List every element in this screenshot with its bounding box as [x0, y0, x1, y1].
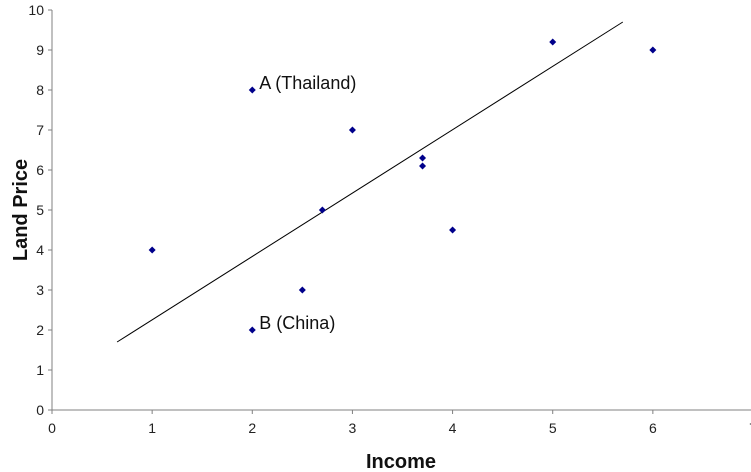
x-axis-title: Income — [366, 451, 436, 472]
data-point — [419, 154, 427, 162]
data-point — [348, 126, 356, 134]
x-tick-label: 7 — [749, 420, 751, 436]
y-tick-label: 4 — [36, 242, 44, 258]
data-point — [419, 162, 427, 170]
data-points — [148, 38, 657, 334]
y-tick-label: 7 — [36, 122, 44, 138]
annotation-label: A (Thailand) — [259, 73, 356, 93]
data-point — [248, 86, 256, 94]
data-point — [318, 206, 326, 214]
y-tick-label: 5 — [36, 202, 44, 218]
x-tick-label: 1 — [148, 420, 156, 436]
y-tick-label: 10 — [28, 2, 44, 18]
y-axis-ticks: 0 1 2 3 4 5 6 7 8 9 10 — [28, 2, 52, 418]
y-tick-label: 1 — [36, 362, 44, 378]
axes — [51, 10, 751, 411]
data-point — [649, 46, 657, 54]
y-axis-title: Land Price — [10, 159, 32, 261]
x-tick-label: 5 — [549, 420, 557, 436]
data-point — [298, 286, 306, 294]
data-point — [549, 38, 557, 46]
trendline — [116, 21, 624, 343]
y-tick-label: 3 — [36, 282, 44, 298]
y-tick-label: 6 — [36, 162, 44, 178]
annotations: A (Thailand) B (China) — [259, 73, 356, 333]
x-tick-label: 3 — [349, 420, 357, 436]
data-point — [148, 246, 156, 254]
x-tick-label: 6 — [649, 420, 657, 436]
x-tick-label: 0 — [48, 420, 56, 436]
y-tick-label: 8 — [36, 82, 44, 98]
x-tick-label: 4 — [449, 420, 457, 436]
y-tick-label: 9 — [36, 42, 44, 58]
y-tick-label: 0 — [36, 402, 44, 418]
trendline-group — [116, 21, 624, 343]
y-tick-label: 2 — [36, 322, 44, 338]
annotation-label: B (China) — [259, 313, 335, 333]
data-point — [449, 226, 457, 234]
x-axis-ticks: 0 1 2 3 4 5 6 7 — [48, 410, 751, 436]
data-point — [248, 326, 256, 334]
x-tick-label: 2 — [248, 420, 256, 436]
